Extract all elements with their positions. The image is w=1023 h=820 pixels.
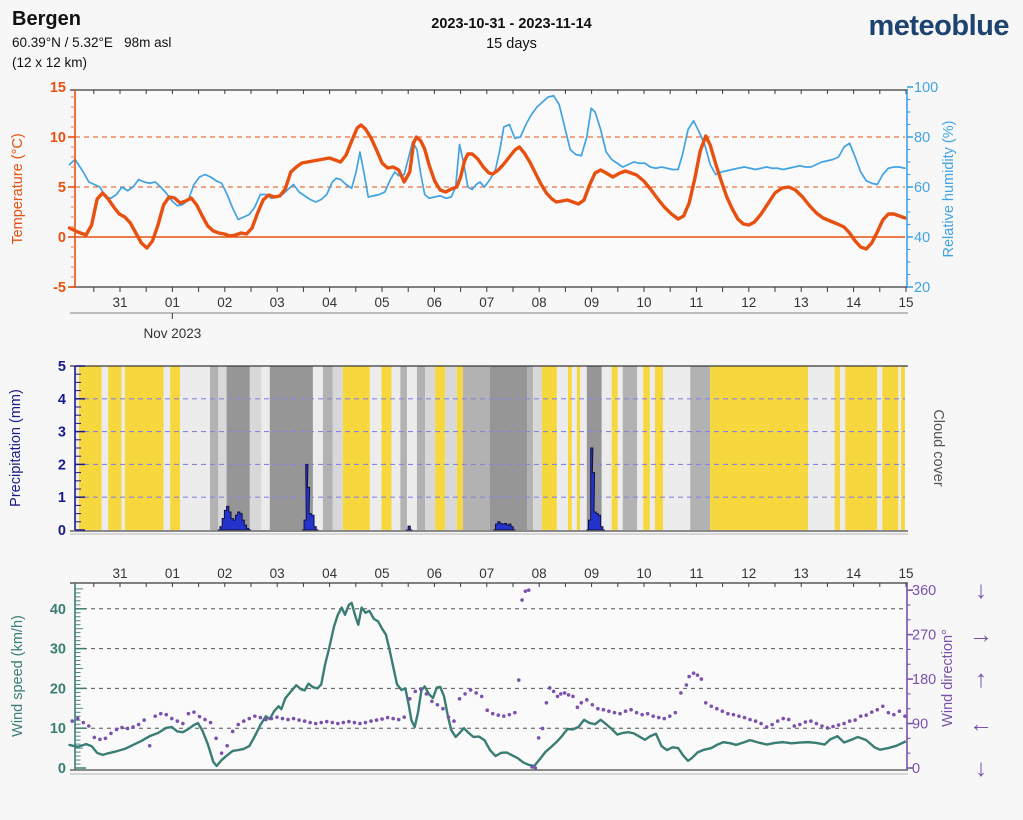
wind-direction-axis-title: Wind direction° (940, 629, 956, 727)
meteoblue-logo[interactable]: meteoblue (868, 10, 1009, 42)
svg-text:90: 90 (912, 717, 928, 733)
svg-text:270: 270 (912, 628, 936, 644)
wind-direction-dots (70, 588, 907, 770)
direction-arrow-icon: → (969, 622, 993, 649)
svg-text:01: 01 (165, 295, 180, 310)
svg-text:3: 3 (58, 425, 66, 441)
precipitation-bars (405, 525, 413, 531)
svg-text:07: 07 (479, 566, 494, 581)
svg-text:11: 11 (689, 295, 703, 310)
month-label: Nov 2023 (144, 326, 202, 341)
svg-text:0: 0 (58, 761, 66, 777)
svg-text:02: 02 (217, 566, 232, 581)
svg-text:12: 12 (741, 566, 756, 581)
svg-text:04: 04 (322, 566, 338, 581)
precipitation-bars (493, 521, 516, 531)
svg-text:08: 08 (532, 295, 547, 310)
wind-panel: 0 10 20 30 40 0 90 180 270 360 Wind speed (km/h) Wi… (10, 577, 993, 782)
svg-text:02: 02 (217, 295, 232, 310)
svg-text:15: 15 (50, 80, 66, 96)
precipitation-axis-title: Precipitation (mm) (8, 389, 24, 507)
svg-text:09: 09 (584, 566, 599, 581)
svg-text:4: 4 (58, 392, 66, 408)
humidity-axis-title: Relative humidity (%) (941, 121, 957, 258)
temperature-axis-title: Temperature (°C) (10, 133, 26, 244)
svg-text:04: 04 (322, 295, 338, 310)
direction-arrow-icon: ↓ (975, 755, 987, 782)
precipitation-bars (301, 463, 319, 531)
svg-text:13: 13 (794, 295, 809, 310)
svg-text:5: 5 (58, 180, 66, 196)
date-axis: 31 01 02 03 04 05 06 07 08 09 10 11 12 13 14 15 Nov 2023… (70, 295, 914, 581)
svg-text:0: 0 (58, 523, 66, 539)
temperature-humidity-panel: -5 0 5 10 15 20 40 60 80 100 Temperature (°C) Relat… (10, 80, 957, 296)
svg-text:07: 07 (479, 295, 494, 310)
precipitation-bars (586, 447, 606, 531)
svg-text:01: 01 (165, 566, 180, 581)
svg-text:12: 12 (741, 295, 756, 310)
svg-text:09: 09 (584, 295, 599, 310)
location-elevation: 98m asl (124, 35, 172, 50)
svg-text:10: 10 (50, 721, 66, 737)
svg-text:15: 15 (898, 566, 913, 581)
wind-direction-arrow-icons: ↓ → ↑ ← ↓ (969, 577, 993, 782)
svg-text:0: 0 (58, 230, 66, 246)
svg-text:10: 10 (50, 130, 66, 146)
wind-speed-axis-title: Wind speed (km/h) (10, 615, 26, 737)
precipitation-bars (217, 505, 251, 531)
svg-text:06: 06 (427, 295, 442, 310)
svg-text:40: 40 (50, 602, 66, 618)
location-coordinates: 60.39°N / 5.32°E 98m asl (12, 35, 172, 50)
direction-arrow-icon: ← (969, 711, 993, 738)
svg-text:180: 180 (912, 672, 936, 688)
wind-speed-line (68, 601, 907, 768)
svg-text:10: 10 (636, 566, 651, 581)
svg-text:31: 31 (112, 566, 127, 581)
svg-text:20: 20 (914, 280, 930, 296)
duration-label: 15 days (486, 36, 537, 52)
svg-text:15: 15 (898, 295, 913, 310)
svg-text:03: 03 (270, 566, 285, 581)
svg-text:08: 08 (532, 566, 547, 581)
svg-text:14: 14 (846, 295, 862, 310)
svg-text:05: 05 (374, 566, 389, 581)
svg-text:11: 11 (689, 566, 703, 581)
model-resolution: (12 x 12 km) (12, 55, 88, 70)
svg-text:0: 0 (912, 761, 920, 777)
svg-text:80: 80 (914, 130, 930, 146)
direction-arrow-icon: ↑ (975, 666, 987, 693)
svg-text:360: 360 (912, 583, 936, 599)
cloud-cover-axis-title: Cloud cover (930, 409, 946, 487)
svg-text:03: 03 (270, 295, 285, 310)
svg-text:13: 13 (794, 566, 809, 581)
temperature-line (67, 123, 907, 251)
location-title: Bergen (12, 8, 81, 30)
svg-text:-5: -5 (53, 280, 66, 296)
svg-text:2: 2 (58, 457, 66, 473)
header: Bergen 60.39°N / 5.32°E 98m asl (12 x 12… (0, 0, 1023, 80)
svg-text:20: 20 (50, 681, 66, 697)
svg-text:100: 100 (914, 80, 938, 96)
svg-text:14: 14 (846, 566, 862, 581)
svg-text:40: 40 (914, 230, 930, 246)
svg-text:31: 31 (112, 295, 127, 310)
svg-text:1: 1 (58, 490, 66, 506)
date-range: 2023-10-31 - 2023-11-14 (431, 16, 592, 32)
svg-text:5: 5 (58, 359, 66, 375)
svg-text:05: 05 (374, 295, 389, 310)
direction-arrow-icon: ↓ (975, 577, 987, 604)
precipitation-cloud-panel: 0 1 2 3 4 5 Precipitation (mm) Cloud cover (8, 359, 946, 539)
svg-text:10: 10 (636, 295, 651, 310)
svg-text:60: 60 (914, 180, 930, 196)
svg-text:30: 30 (50, 642, 66, 658)
humidity-line (68, 94, 906, 221)
svg-text:06: 06 (427, 566, 442, 581)
